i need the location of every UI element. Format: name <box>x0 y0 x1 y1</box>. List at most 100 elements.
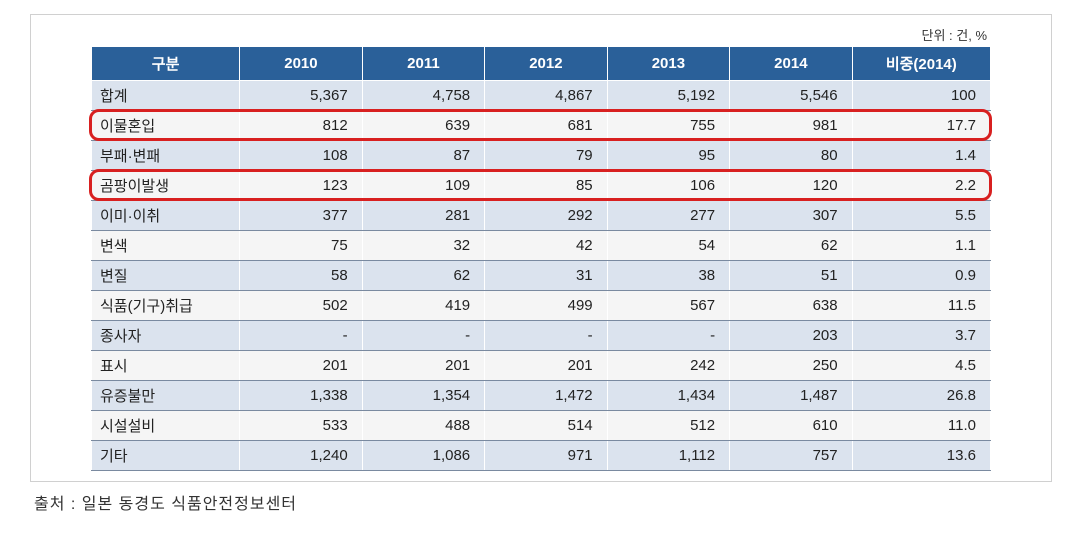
cell-value: 58 <box>240 261 362 291</box>
cell-value: 1,112 <box>607 441 729 471</box>
header-2011: 2011 <box>362 47 484 81</box>
table-row: 이물혼입81263968175598117.7 <box>92 111 991 141</box>
cell-value: 80 <box>730 141 852 171</box>
cell-value: 203 <box>730 321 852 351</box>
cell-value: 108 <box>240 141 362 171</box>
cell-value: 488 <box>362 411 484 441</box>
cell-value: 499 <box>485 291 607 321</box>
cell-value: 79 <box>485 141 607 171</box>
cell-value: 4,867 <box>485 81 607 111</box>
cell-category: 합계 <box>92 81 240 111</box>
cell-value: 201 <box>362 351 484 381</box>
cell-value: 757 <box>730 441 852 471</box>
cell-value: 250 <box>730 351 852 381</box>
cell-value: 1.1 <box>852 231 990 261</box>
cell-value: 1,487 <box>730 381 852 411</box>
cell-value: 13.6 <box>852 441 990 471</box>
cell-value: 681 <box>485 111 607 141</box>
cell-value: 755 <box>607 111 729 141</box>
cell-value: 639 <box>362 111 484 141</box>
cell-value: 32 <box>362 231 484 261</box>
cell-value: 242 <box>607 351 729 381</box>
cell-value: 109 <box>362 171 484 201</box>
cell-value: 62 <box>362 261 484 291</box>
cell-value: 377 <box>240 201 362 231</box>
cell-value: 106 <box>607 171 729 201</box>
cell-value: 5,546 <box>730 81 852 111</box>
cell-value: 123 <box>240 171 362 201</box>
cell-value: 1,338 <box>240 381 362 411</box>
cell-value: 971 <box>485 441 607 471</box>
cell-value: 11.5 <box>852 291 990 321</box>
table-row: 식품(기구)취급50241949956763811.5 <box>92 291 991 321</box>
cell-value: 201 <box>240 351 362 381</box>
cell-value: 201 <box>485 351 607 381</box>
cell-category: 이물혼입 <box>92 111 240 141</box>
cell-value: 277 <box>607 201 729 231</box>
cell-value: 85 <box>485 171 607 201</box>
cell-category: 종사자 <box>92 321 240 351</box>
cell-value: 533 <box>240 411 362 441</box>
cell-value: 1,434 <box>607 381 729 411</box>
cell-value: 62 <box>730 231 852 261</box>
cell-value: 419 <box>362 291 484 321</box>
header-2012: 2012 <box>485 47 607 81</box>
cell-value: 42 <box>485 231 607 261</box>
cell-value: - <box>362 321 484 351</box>
header-ratio: 비중(2014) <box>852 47 990 81</box>
cell-value: - <box>240 321 362 351</box>
cell-category: 변색 <box>92 231 240 261</box>
cell-category: 부패·변패 <box>92 141 240 171</box>
cell-value: 75 <box>240 231 362 261</box>
cell-value: 812 <box>240 111 362 141</box>
cell-value: 1,472 <box>485 381 607 411</box>
table-row: 변색75324254621.1 <box>92 231 991 261</box>
cell-value: 5,367 <box>240 81 362 111</box>
cell-category: 기타 <box>92 441 240 471</box>
header-category: 구분 <box>92 47 240 81</box>
cell-value: 567 <box>607 291 729 321</box>
table-row: 기타1,2401,0869711,11275713.6 <box>92 441 991 471</box>
cell-value: 4.5 <box>852 351 990 381</box>
source-label: 출처 : 일본 동경도 식품안전정보센터 <box>30 490 1052 514</box>
cell-value: 610 <box>730 411 852 441</box>
header-2010: 2010 <box>240 47 362 81</box>
header-2014: 2014 <box>730 47 852 81</box>
cell-category: 이미·이취 <box>92 201 240 231</box>
cell-value: 38 <box>607 261 729 291</box>
unit-label: 단위 : 건, % <box>91 25 991 44</box>
cell-value: 981 <box>730 111 852 141</box>
cell-category: 변질 <box>92 261 240 291</box>
cell-value: 292 <box>485 201 607 231</box>
table-row: 표시2012012012422504.5 <box>92 351 991 381</box>
cell-value: 638 <box>730 291 852 321</box>
cell-value: 11.0 <box>852 411 990 441</box>
table-row: 종사자----2033.7 <box>92 321 991 351</box>
cell-category: 시설설비 <box>92 411 240 441</box>
cell-value: 5,192 <box>607 81 729 111</box>
cell-value: 514 <box>485 411 607 441</box>
cell-value: 2.2 <box>852 171 990 201</box>
cell-value: 307 <box>730 201 852 231</box>
cell-value: 1.4 <box>852 141 990 171</box>
cell-category: 표시 <box>92 351 240 381</box>
cell-category: 유증불만 <box>92 381 240 411</box>
table-row: 곰팡이발생123109851061202.2 <box>92 171 991 201</box>
table-row: 유증불만1,3381,3541,4721,4341,48726.8 <box>92 381 991 411</box>
cell-value: 17.7 <box>852 111 990 141</box>
table-row: 합계5,3674,7584,8675,1925,546100 <box>92 81 991 111</box>
cell-value: 502 <box>240 291 362 321</box>
cell-value: 120 <box>730 171 852 201</box>
table-container: 단위 : 건, % 구분 2010 2011 2012 2013 2014 비중… <box>30 14 1052 482</box>
cell-value: - <box>607 321 729 351</box>
cell-value: 1,354 <box>362 381 484 411</box>
table-row: 이미·이취3772812922773075.5 <box>92 201 991 231</box>
cell-value: 26.8 <box>852 381 990 411</box>
cell-value: 512 <box>607 411 729 441</box>
cell-value: 0.9 <box>852 261 990 291</box>
table-body: 합계5,3674,7584,8675,1925,546100이물혼입812639… <box>92 81 991 471</box>
cell-value: 1,240 <box>240 441 362 471</box>
table-wrapper: 구분 2010 2011 2012 2013 2014 비중(2014) 합계5… <box>91 46 991 471</box>
cell-value: 100 <box>852 81 990 111</box>
cell-value: 95 <box>607 141 729 171</box>
